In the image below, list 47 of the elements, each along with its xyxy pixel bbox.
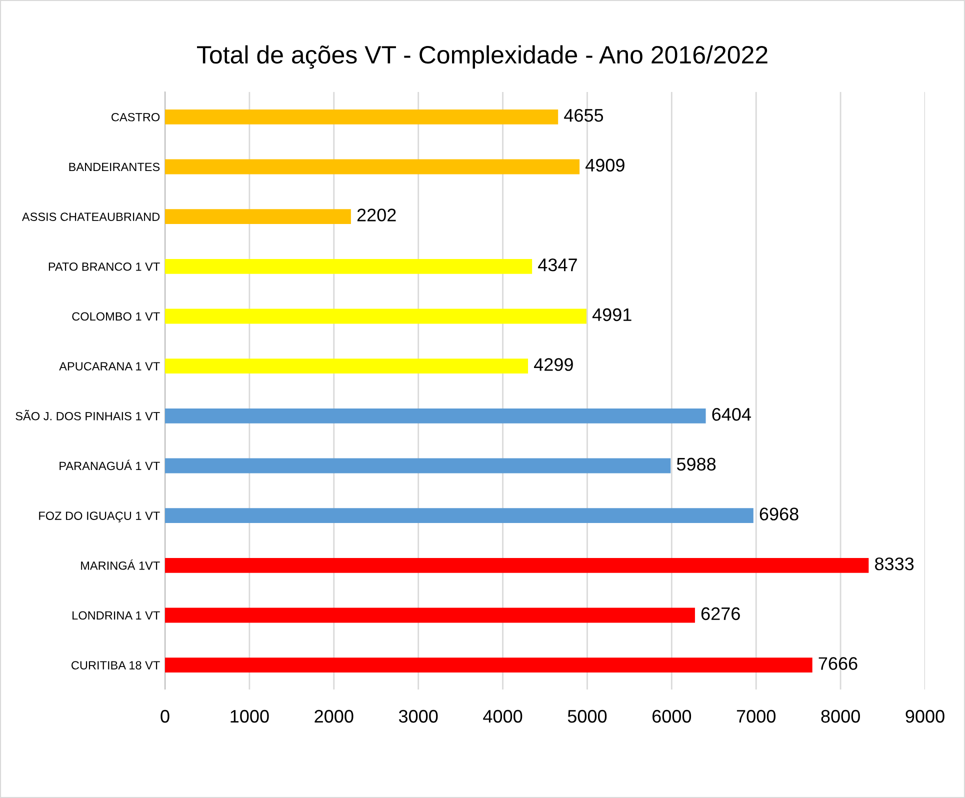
x-tick-label: 8000 bbox=[821, 710, 860, 723]
data-label: 4909 bbox=[586, 158, 624, 172]
data-label: 6276 bbox=[701, 607, 740, 620]
bar bbox=[165, 458, 671, 474]
bar bbox=[165, 408, 706, 424]
x-tick-label: 1000 bbox=[230, 710, 269, 723]
y-tick-label: LONDRINA 1 VT bbox=[72, 611, 160, 620]
y-tick-label: FOZ DO IGUAÇU 1 VT bbox=[39, 512, 160, 522]
y-tick-label: PARANAGUÁ 1 VT bbox=[60, 460, 160, 470]
y-tick-label: ASSIS CHATEAUBRIAND bbox=[22, 212, 160, 221]
x-tick-label: 9000 bbox=[906, 710, 944, 723]
y-tick-label: CURITIBA 18 VT bbox=[72, 661, 160, 670]
y-tick-label: CASTRO bbox=[112, 112, 160, 122]
bar bbox=[165, 508, 754, 524]
y-tick-label: APUCARANA 1 VT bbox=[59, 362, 160, 370]
bar bbox=[165, 358, 528, 374]
x-tick-label: 2000 bbox=[314, 710, 354, 723]
x-tick-label: 6000 bbox=[652, 710, 692, 723]
x-tick-label: 7000 bbox=[736, 710, 776, 723]
y-tick-label: SÃO J. DOS PINHAIS 1 VT bbox=[16, 410, 160, 420]
y-tick-label: PATO BRANCO 1 VT bbox=[48, 262, 160, 271]
bar bbox=[165, 658, 812, 673]
x-tick-label: 3000 bbox=[398, 710, 438, 723]
x-tick-label: 5000 bbox=[568, 710, 607, 723]
data-label: 6404 bbox=[712, 408, 751, 421]
bar bbox=[165, 608, 695, 623]
data-label: 5988 bbox=[676, 458, 716, 471]
data-label: 2202 bbox=[357, 208, 396, 222]
bar bbox=[165, 209, 351, 224]
bar bbox=[165, 308, 586, 324]
data-label: 8333 bbox=[875, 557, 914, 570]
bar bbox=[165, 258, 532, 274]
chart-title: Total de ações VT - Complexidade - Ano 2016/2022 bbox=[197, 45, 768, 69]
bar bbox=[165, 159, 580, 174]
bar bbox=[165, 558, 869, 573]
data-label: 4991 bbox=[592, 308, 632, 322]
data-label: 4347 bbox=[538, 258, 577, 272]
data-label: 6968 bbox=[760, 508, 798, 520]
y-tick-label: MARINGÁ 1VT bbox=[81, 559, 160, 570]
x-tick-label: 0 bbox=[160, 710, 170, 723]
data-label: 7666 bbox=[818, 657, 858, 670]
x-tick-label: 4000 bbox=[483, 710, 522, 723]
bar bbox=[165, 109, 558, 124]
y-tick-label: BANDEIRANTES bbox=[69, 162, 160, 172]
data-label: 4299 bbox=[534, 358, 573, 371]
y-tick-label: COLOMBO 1 VT bbox=[72, 312, 160, 321]
data-label: 4655 bbox=[564, 108, 604, 122]
